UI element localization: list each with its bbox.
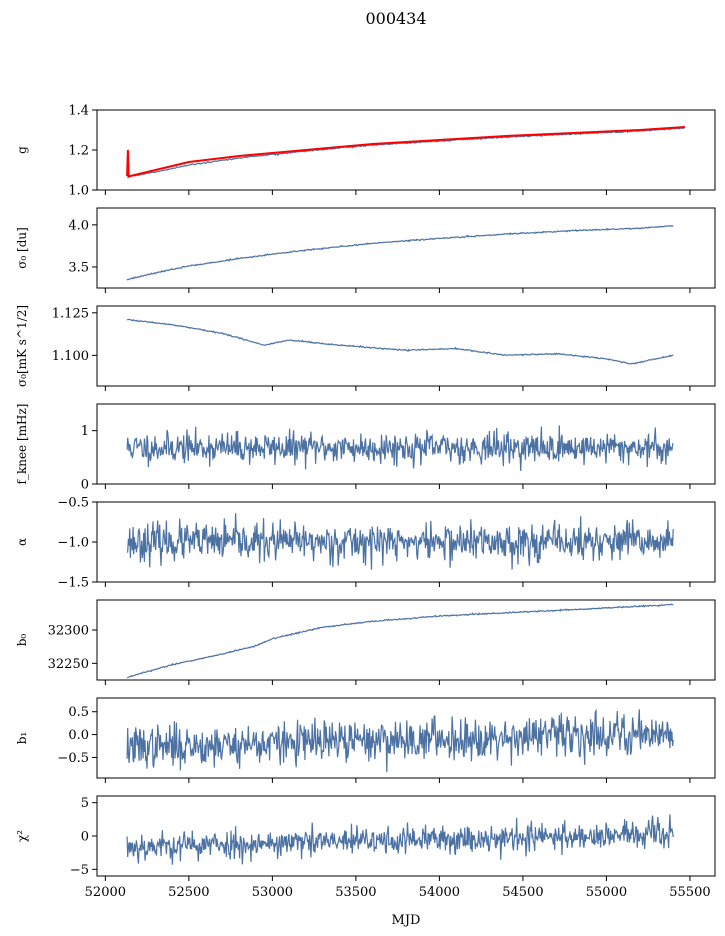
- x-tick-label: 52000: [85, 885, 126, 900]
- axes-frame: [96, 697, 716, 779]
- series-line: [126, 708, 674, 773]
- y-axis-label: σ₀ [du]: [15, 227, 29, 269]
- axes-frame: [96, 109, 716, 191]
- y-tick-label: 32300: [48, 624, 89, 639]
- series-line: [127, 126, 686, 179]
- y-tick-label: 1: [81, 424, 89, 439]
- x-tick-label: 54000: [419, 885, 460, 900]
- axes-frame: [96, 795, 716, 877]
- x-tick-label: 53500: [335, 885, 376, 900]
- series-line: [126, 814, 674, 865]
- subplot-3: 1.100 1.125 σ₀[mK s^1/2]: [15, 305, 716, 391]
- x-tick-label: 55500: [669, 885, 710, 900]
- axes-frame: [96, 207, 716, 289]
- x-tick-label: 55000: [586, 885, 627, 900]
- y-tick-label: 0: [81, 478, 89, 493]
- y-tick-label: −0.5: [57, 496, 89, 511]
- subplot-7: −0.5 0.0 0.5 b₁: [15, 697, 716, 783]
- y-axis-label: b₀: [15, 634, 29, 647]
- series-line: [126, 425, 674, 471]
- y-axis-label: α: [15, 538, 29, 546]
- subplot-2: 3.5 4.0 σ₀ [du]: [15, 207, 716, 293]
- subplot-5: −1.5 −1.0 −0.5 α: [15, 496, 716, 591]
- y-tick-label: 1.2: [68, 144, 89, 159]
- subplot-1: 1.0 1.2 1.4 g: [15, 104, 716, 199]
- y-tick-label: 4.0: [68, 218, 89, 233]
- axes-frame: [96, 305, 716, 387]
- series-line: [126, 225, 674, 281]
- y-tick-label: −5: [70, 863, 89, 878]
- y-tick-label: 1.125: [52, 306, 89, 321]
- axes-frame: [96, 403, 716, 485]
- subplot-4: 0 1 f_knee [mHz]: [15, 403, 716, 493]
- y-axis-label: σ₀[mK s^1/2]: [15, 305, 29, 387]
- y-tick-label: 1.4: [68, 104, 89, 119]
- subplot-6: 32250 32300 b₀: [15, 599, 716, 685]
- y-tick-label: 0: [81, 830, 89, 845]
- y-axis-label: g: [15, 146, 29, 154]
- y-tick-label: −0.5: [57, 751, 89, 766]
- x-tick-label: 52500: [168, 885, 209, 900]
- y-tick-label: 1.0: [68, 184, 89, 199]
- subplot-stack: 1.0 1.2 1.4 g 3.5 4.0 σ₀ [du] 1.100 1.125 σ₀[mK s…: [15, 104, 716, 900]
- y-tick-label: 32250: [48, 657, 89, 672]
- series-line: [126, 603, 674, 679]
- y-tick-label: 3.5: [68, 260, 89, 275]
- fit-line: [126, 126, 685, 177]
- y-tick-label: 5: [81, 796, 89, 811]
- series-line: [126, 513, 674, 570]
- y-tick-label: 0.5: [68, 705, 89, 720]
- y-tick-label: 0.0: [68, 728, 89, 743]
- x-tick-label: 54500: [502, 885, 543, 900]
- y-tick-label: −1.5: [57, 576, 89, 591]
- series-line: [126, 318, 674, 365]
- y-tick-label: −1.0: [57, 536, 89, 551]
- subplot-8: −5 0 5 52000 52500 53000 53500 54000 54500 55000 5…: [15, 795, 716, 900]
- axes-frame: [96, 599, 716, 681]
- figure-title: 000434: [365, 9, 426, 28]
- y-axis-label: b₁: [15, 732, 29, 745]
- y-axis-label: χ²: [15, 830, 29, 842]
- x-tick-label: 53000: [252, 885, 293, 900]
- y-axis-label: f_knee [mHz]: [15, 404, 29, 485]
- x-axis-label: MJD: [392, 913, 421, 928]
- y-tick-label: 1.100: [52, 349, 89, 364]
